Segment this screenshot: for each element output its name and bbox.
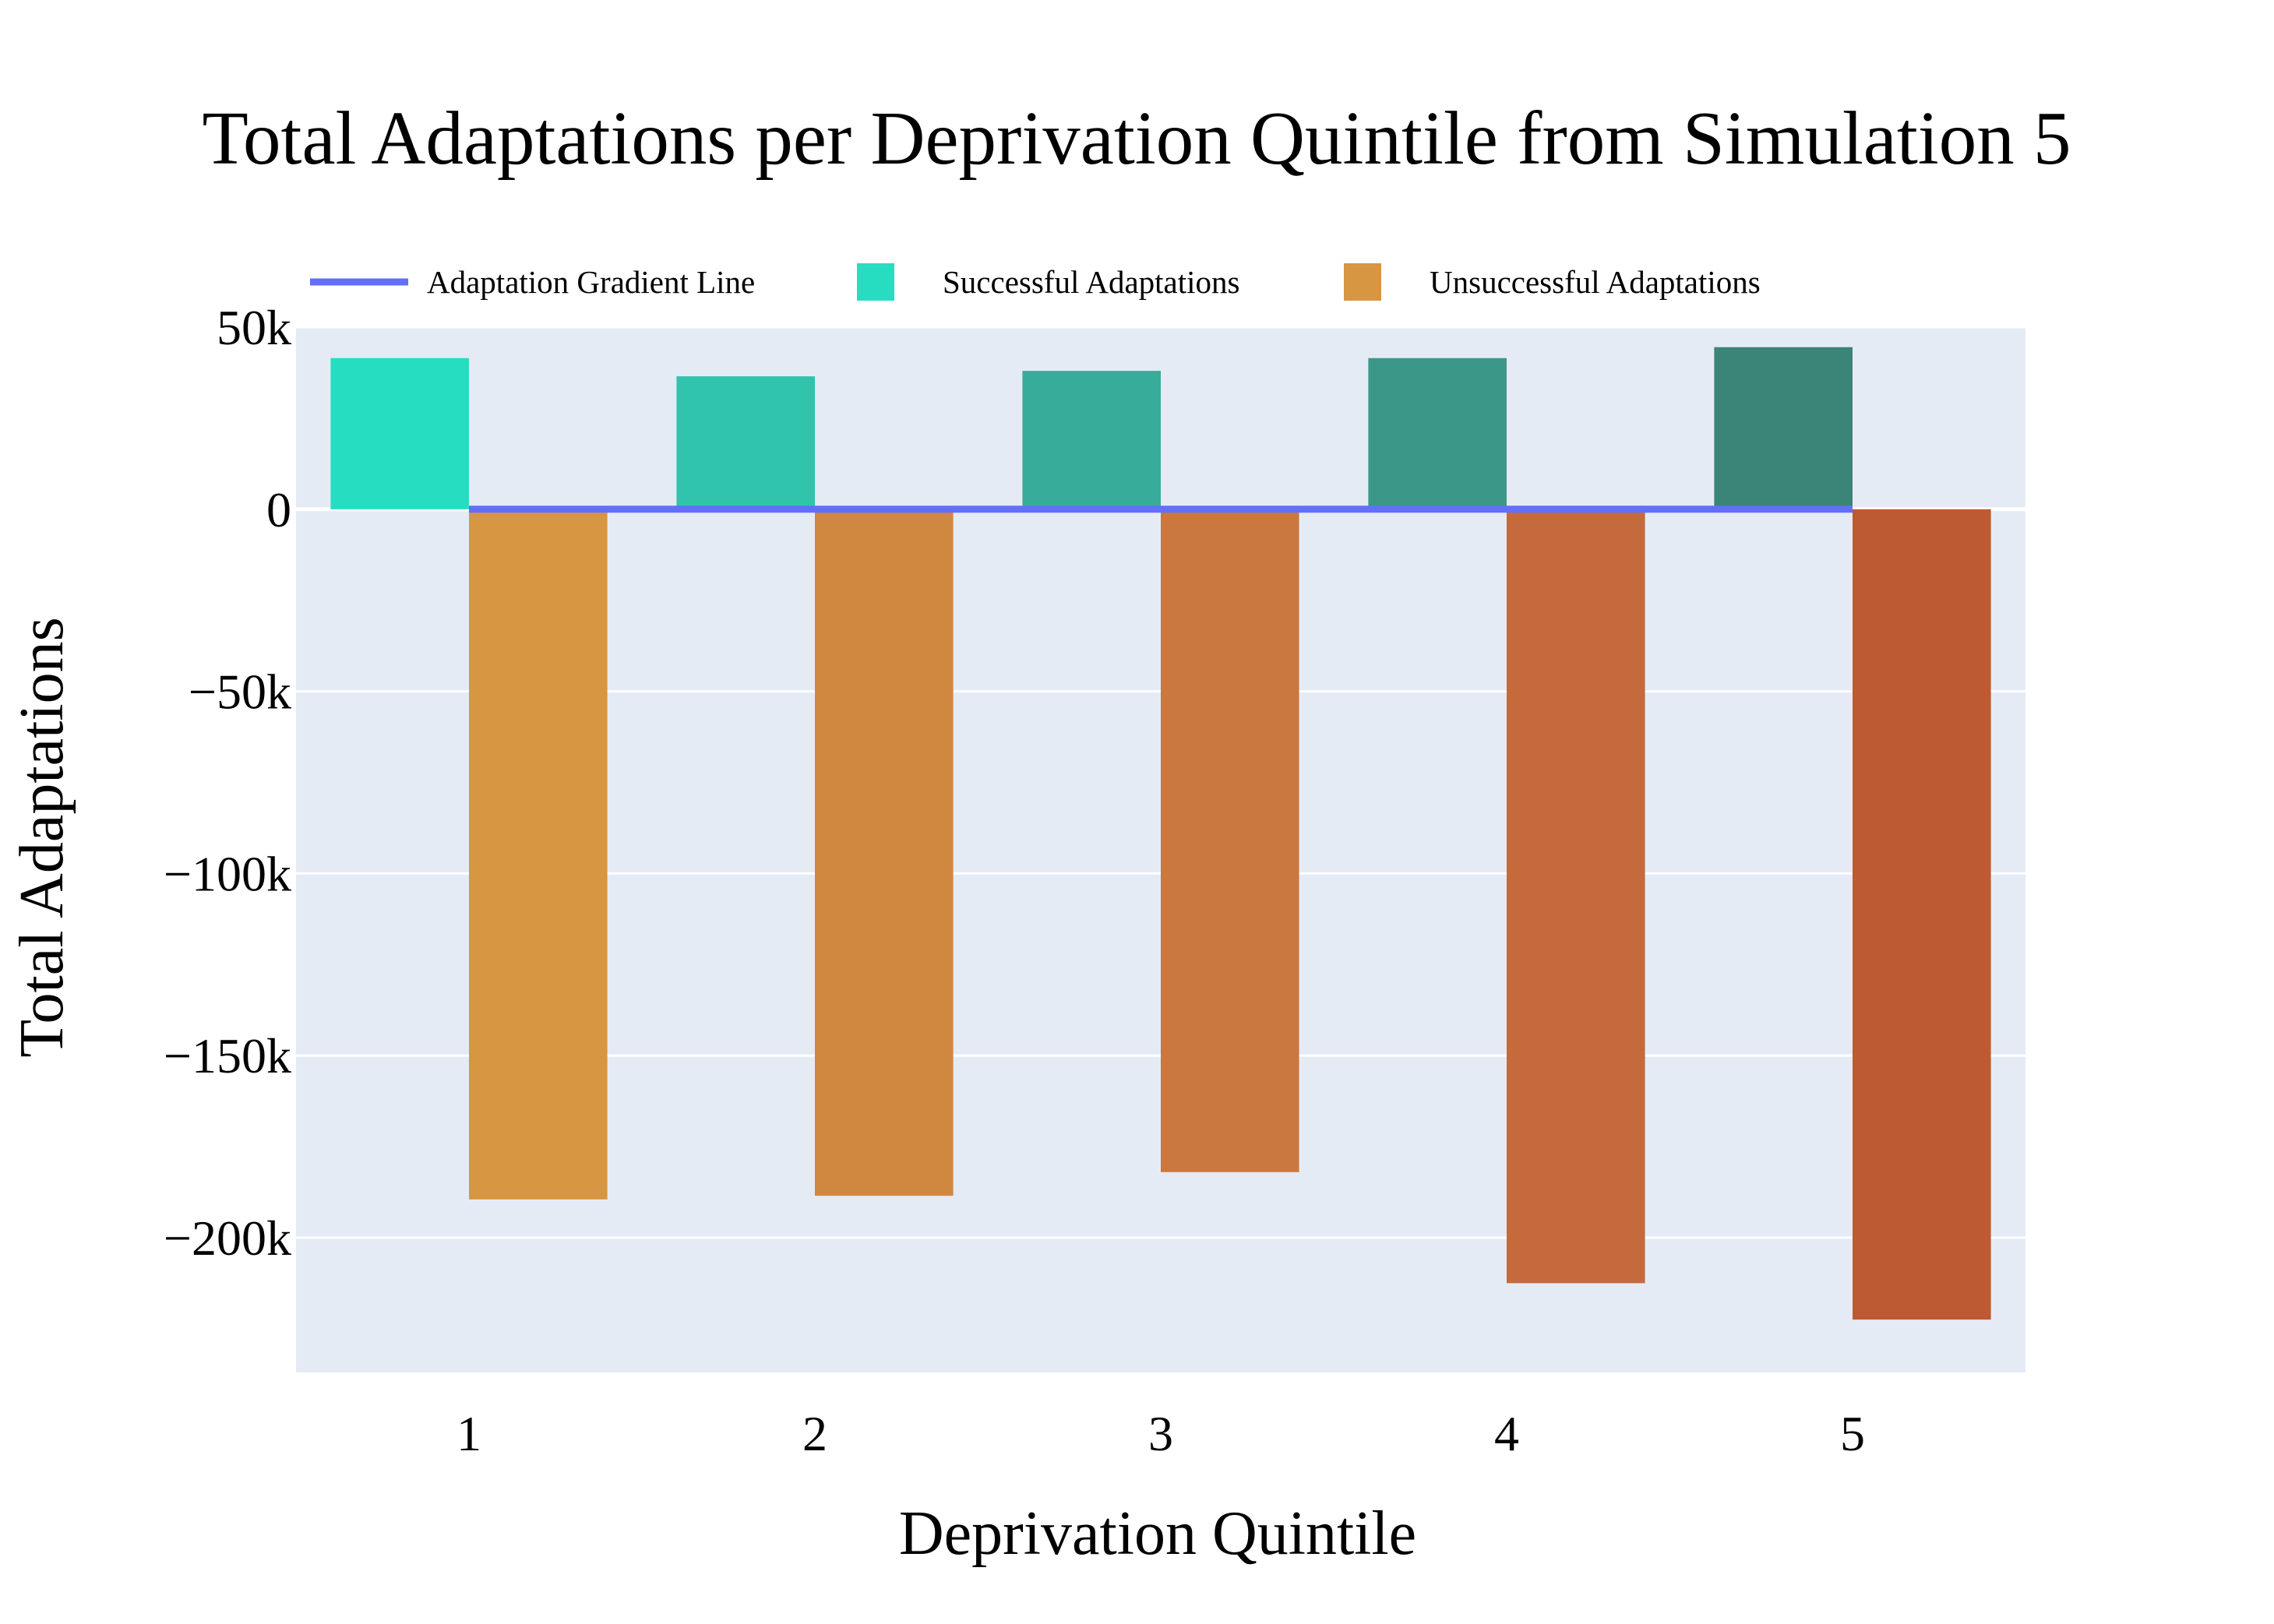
legend-label: Unsuccessful Adaptations [1430,264,1761,300]
x-tick-label: 2 [802,1406,827,1461]
legend-swatch [857,263,894,301]
y-tick-label: 50k [217,300,291,355]
x-tick-label: 3 [1148,1406,1173,1461]
legend-swatch [1344,263,1381,301]
y-tick-label: −200k [164,1210,291,1266]
x-tick-label: 1 [457,1406,481,1461]
unsuccessful-bar-3 [1161,509,1299,1172]
chart-title: Total Adaptations per Deprivation Quinti… [203,97,2071,180]
x-axis-ticks: 1 2 3 4 5 [457,1406,1865,1461]
successful-bar-5 [1714,347,1853,509]
unsuccessful-bar-4 [1507,509,1645,1284]
successful-bar-4 [1368,358,1507,509]
bars [330,347,1991,1320]
successful-bar-1 [330,358,469,509]
y-tick-label: −150k [164,1028,291,1083]
y-tick-label: −50k [189,664,291,720]
y-tick-label: 0 [266,482,291,537]
unsuccessful-bar-1 [469,509,608,1200]
y-tick-label: −100k [164,846,291,901]
x-tick-label: 5 [1840,1406,1865,1461]
unsuccessful-bar-2 [815,509,954,1196]
legend-label: Successful Adaptations [943,264,1239,300]
x-tick-label: 4 [1494,1406,1519,1461]
successful-bar-2 [676,376,815,509]
legend-label: Adaptation Gradient Line [427,264,755,300]
y-axis-ticks: 50k 0 −50k −100k −150k −200k [164,300,291,1266]
y-axis-title: Total Adaptations [8,617,76,1057]
unsuccessful-bar-5 [1853,509,1991,1320]
successful-bar-3 [1022,371,1161,509]
legend: Adaptation Gradient Line Successful Adapt… [310,263,1761,301]
x-axis-title: Deprivation Quintile [899,1499,1416,1568]
